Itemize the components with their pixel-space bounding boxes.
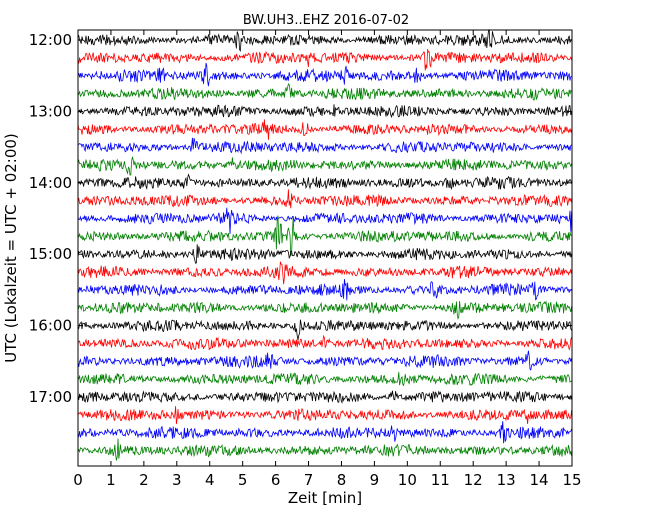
trace-row-15:30 <box>77 279 572 301</box>
x-tick-label: 0 <box>73 471 83 489</box>
trace-row-15:00 <box>77 244 572 264</box>
trace-row-17:45 <box>77 438 572 461</box>
x-tick-label: 2 <box>139 471 149 489</box>
plot-frame <box>77 29 573 467</box>
trace-row-13:15 <box>77 119 572 140</box>
trace-row-17:00 <box>77 390 572 405</box>
x-tick-label: 3 <box>172 471 182 489</box>
y-tick-label: 12:00 <box>29 31 72 49</box>
trace-row-12:15 <box>77 48 572 71</box>
y-tick-label: 16:00 <box>29 317 72 335</box>
chart-title: BW.UH3..EHZ 2016-07-02 <box>243 13 409 28</box>
y-tick-label: 17:00 <box>29 388 72 406</box>
trace-row-15:45 <box>77 300 572 320</box>
trace-row-12:30 <box>77 62 572 87</box>
y-tick-label: 13:00 <box>29 102 72 120</box>
x-tick-label: 4 <box>205 471 215 489</box>
trace-row-17:30 <box>77 421 572 444</box>
trace-row-12:00 <box>77 29 572 52</box>
trace-row-14:15 <box>77 189 572 209</box>
trace-row-17:15 <box>77 406 572 425</box>
x-tick-label: 5 <box>238 471 248 489</box>
x-tick-label: 8 <box>337 471 347 489</box>
trace-row-12:45 <box>77 83 572 101</box>
y-axis-label: UTC (Lokalzeit = UTC + 02:00) <box>2 133 20 363</box>
x-tick-label: 9 <box>370 471 380 489</box>
y-tick-label: 15:00 <box>29 245 72 263</box>
x-axis-label: Zeit [min] <box>288 489 362 507</box>
trace-row-16:00 <box>77 319 572 341</box>
x-tick-label: 10 <box>398 471 417 489</box>
trace-row-14:00 <box>77 173 572 191</box>
x-tick-label: 6 <box>271 471 281 489</box>
x-axis: 0 1 2 3 4 5 6 7 8 9 10 11 12 13 14 15 <box>73 30 582 489</box>
trace-row-16:45 <box>77 371 572 387</box>
traces-layer <box>77 29 572 461</box>
trace-row-13:45 <box>77 156 572 176</box>
trace-row-14:45 <box>77 215 572 257</box>
trace-row-13:00 <box>77 104 572 119</box>
trace-row-14:30 <box>77 207 572 235</box>
x-tick-label: 1 <box>106 471 116 489</box>
y-axis: 12:00 13:00 14:00 15:00 16:00 17:00 <box>29 31 572 406</box>
trace-row-16:30 <box>77 350 572 371</box>
x-tick-label: 13 <box>497 471 516 489</box>
trace-row-13:30 <box>77 137 572 155</box>
x-tick-label: 12 <box>464 471 483 489</box>
x-tick-label: 11 <box>431 471 450 489</box>
y-tick-label: 14:00 <box>29 174 72 192</box>
trace-row-16:15 <box>77 334 572 351</box>
trace-row-15:15 <box>77 261 572 285</box>
x-tick-label: 7 <box>304 471 314 489</box>
x-tick-label: 15 <box>562 471 581 489</box>
x-tick-label: 14 <box>530 471 549 489</box>
